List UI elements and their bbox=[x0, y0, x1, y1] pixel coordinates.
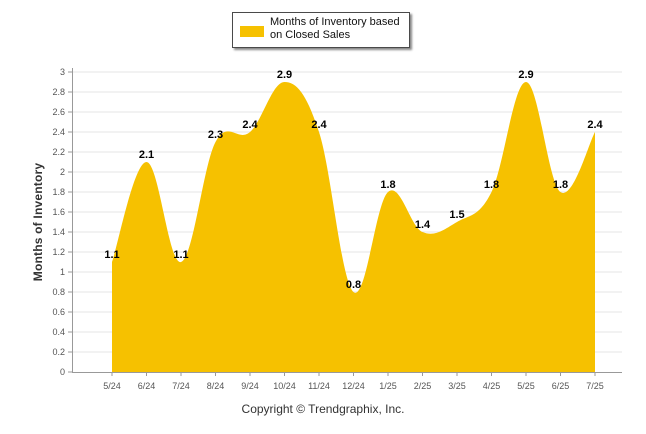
copyright-text: Copyright © Trendgraphix, Inc. bbox=[241, 402, 405, 416]
y-tick-label: 0 bbox=[60, 367, 65, 377]
y-tick-label: 1.4 bbox=[52, 227, 65, 237]
axes: 0 0.2 0.4 0.6 0.8 1 1.2 1.4 1.6 1.8 2 2.2 2.4 2.6 2.8 3… bbox=[52, 67, 622, 391]
y-tick-label: 2.2 bbox=[52, 147, 65, 157]
legend-swatch bbox=[240, 26, 264, 37]
data-label: 1.4 bbox=[415, 219, 431, 231]
y-tick-label: 0.2 bbox=[52, 347, 65, 357]
data-label: 2.9 bbox=[277, 69, 292, 81]
data-label: 2.4 bbox=[242, 119, 258, 131]
y-tick-label: 1.6 bbox=[52, 207, 65, 217]
data-label: 2.9 bbox=[518, 69, 533, 81]
data-label: 2.1 bbox=[139, 149, 154, 161]
y-tick-label: 1.8 bbox=[52, 187, 65, 197]
x-tick-label: 6/24 bbox=[138, 381, 156, 391]
x-tick-label: 1/25 bbox=[379, 381, 397, 391]
data-label: 1.8 bbox=[553, 179, 568, 191]
y-tick-label: 2.6 bbox=[52, 107, 65, 117]
data-label: 1.1 bbox=[104, 249, 119, 261]
series-area-path bbox=[112, 82, 595, 372]
y-tick-label: 0.4 bbox=[52, 327, 65, 337]
data-label: 1.8 bbox=[380, 179, 395, 191]
data-label: 1.5 bbox=[449, 209, 464, 221]
x-tick-label: 7/24 bbox=[172, 381, 190, 391]
x-tick-label: 7/25 bbox=[586, 381, 604, 391]
y-tick-label: 0.6 bbox=[52, 307, 65, 317]
y-tick-label: 0.8 bbox=[52, 287, 65, 297]
data-label: 0.8 bbox=[346, 279, 361, 291]
y-tick-label: 1 bbox=[60, 267, 65, 277]
data-labels: 1.1 2.1 1.1 2.3 2.4 2.9 2.4 0.8 1.8 1.4 1.5 1.8 2.9 1… bbox=[104, 69, 603, 291]
y-tick-label: 2.8 bbox=[52, 87, 65, 97]
x-tick-label: 8/24 bbox=[207, 381, 225, 391]
x-tick-label: 10/24 bbox=[273, 381, 296, 391]
y-tick-label: 2 bbox=[60, 167, 65, 177]
x-tick-label: 6/25 bbox=[552, 381, 570, 391]
series-area bbox=[112, 82, 595, 372]
x-tick-label: 5/25 bbox=[517, 381, 535, 391]
data-label: 1.1 bbox=[173, 249, 188, 261]
legend-label: Months of Inventory based on Closed Sale… bbox=[270, 16, 400, 41]
y-axis-title: Months of Inventory bbox=[31, 162, 45, 282]
x-tick-label: 9/24 bbox=[241, 381, 259, 391]
y-tick-label: 3 bbox=[60, 67, 65, 77]
data-label: 2.3 bbox=[208, 129, 223, 141]
x-tick-label: 3/25 bbox=[448, 381, 466, 391]
legend: Months of Inventory based on Closed Sale… bbox=[232, 12, 410, 48]
y-tick-label: 2.4 bbox=[52, 127, 65, 137]
x-tick-label: 2/25 bbox=[414, 381, 432, 391]
data-label: 2.4 bbox=[587, 119, 603, 131]
x-tick-label: 4/25 bbox=[483, 381, 501, 391]
x-tick-label: 12/24 bbox=[342, 381, 365, 391]
data-label: 2.4 bbox=[311, 119, 327, 131]
x-tick-label: 5/24 bbox=[103, 381, 121, 391]
data-label: 1.8 bbox=[484, 179, 499, 191]
x-tick-label: 11/24 bbox=[308, 381, 330, 391]
y-tick-label: 1.2 bbox=[52, 247, 65, 257]
